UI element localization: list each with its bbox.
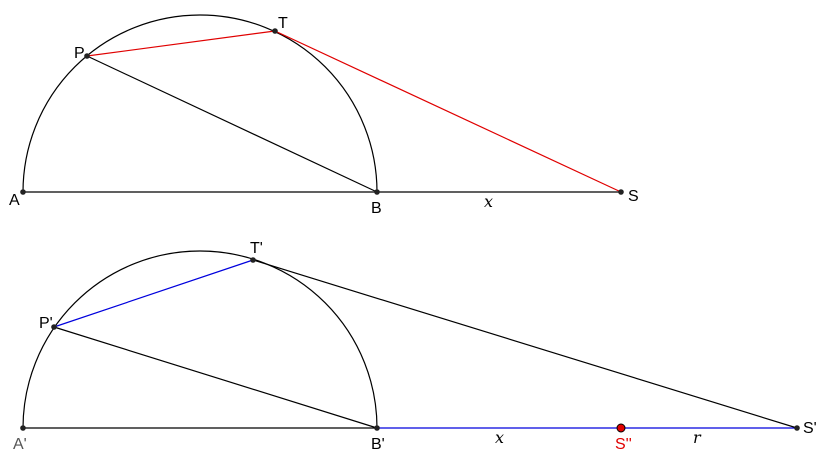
bottom-point-B [374,425,380,431]
top-label-T: T [278,15,288,32]
bottom-label-B: B' [371,436,385,453]
top-point-T [272,28,278,34]
top-label-A: A [9,192,20,209]
bottom-point-S2 [616,423,626,433]
bottom-figure: A' B' P' T' S' S'' x r [13,240,817,453]
bottom-label-P: P' [39,315,53,332]
bottom-point-A [20,425,26,431]
bottom-point-P [51,324,57,330]
bottom-label-x: x [495,428,504,447]
top-label-x: x [484,192,493,211]
bottom-segment-TS [252,259,798,429]
bottom-label-S: S' [803,420,817,437]
bottom-label-r: r [693,428,702,447]
top-point-B [374,189,380,195]
bottom-point-T [250,257,256,263]
bottom-label-T: T' [250,240,263,257]
top-label-P: P [74,45,85,62]
top-figure: A B P T S x [9,14,639,217]
bottom-chord-PB [53,326,378,429]
top-segment-PT [86,30,276,57]
bottom-segment-PT [53,259,254,328]
top-chord-PB [86,55,378,193]
bottom-label-A: A' [13,436,27,453]
bottom-label-S2: S'' [615,436,632,453]
top-semicircle-arc [22,14,378,193]
top-label-S: S [628,188,639,205]
top-segment-TS [274,30,622,193]
bottom-point-S [794,425,800,431]
top-label-B: B [371,200,382,217]
top-point-A [20,189,26,195]
bottom-semicircle-arc [22,250,378,429]
top-point-S [618,189,624,195]
top-point-P [84,53,90,59]
